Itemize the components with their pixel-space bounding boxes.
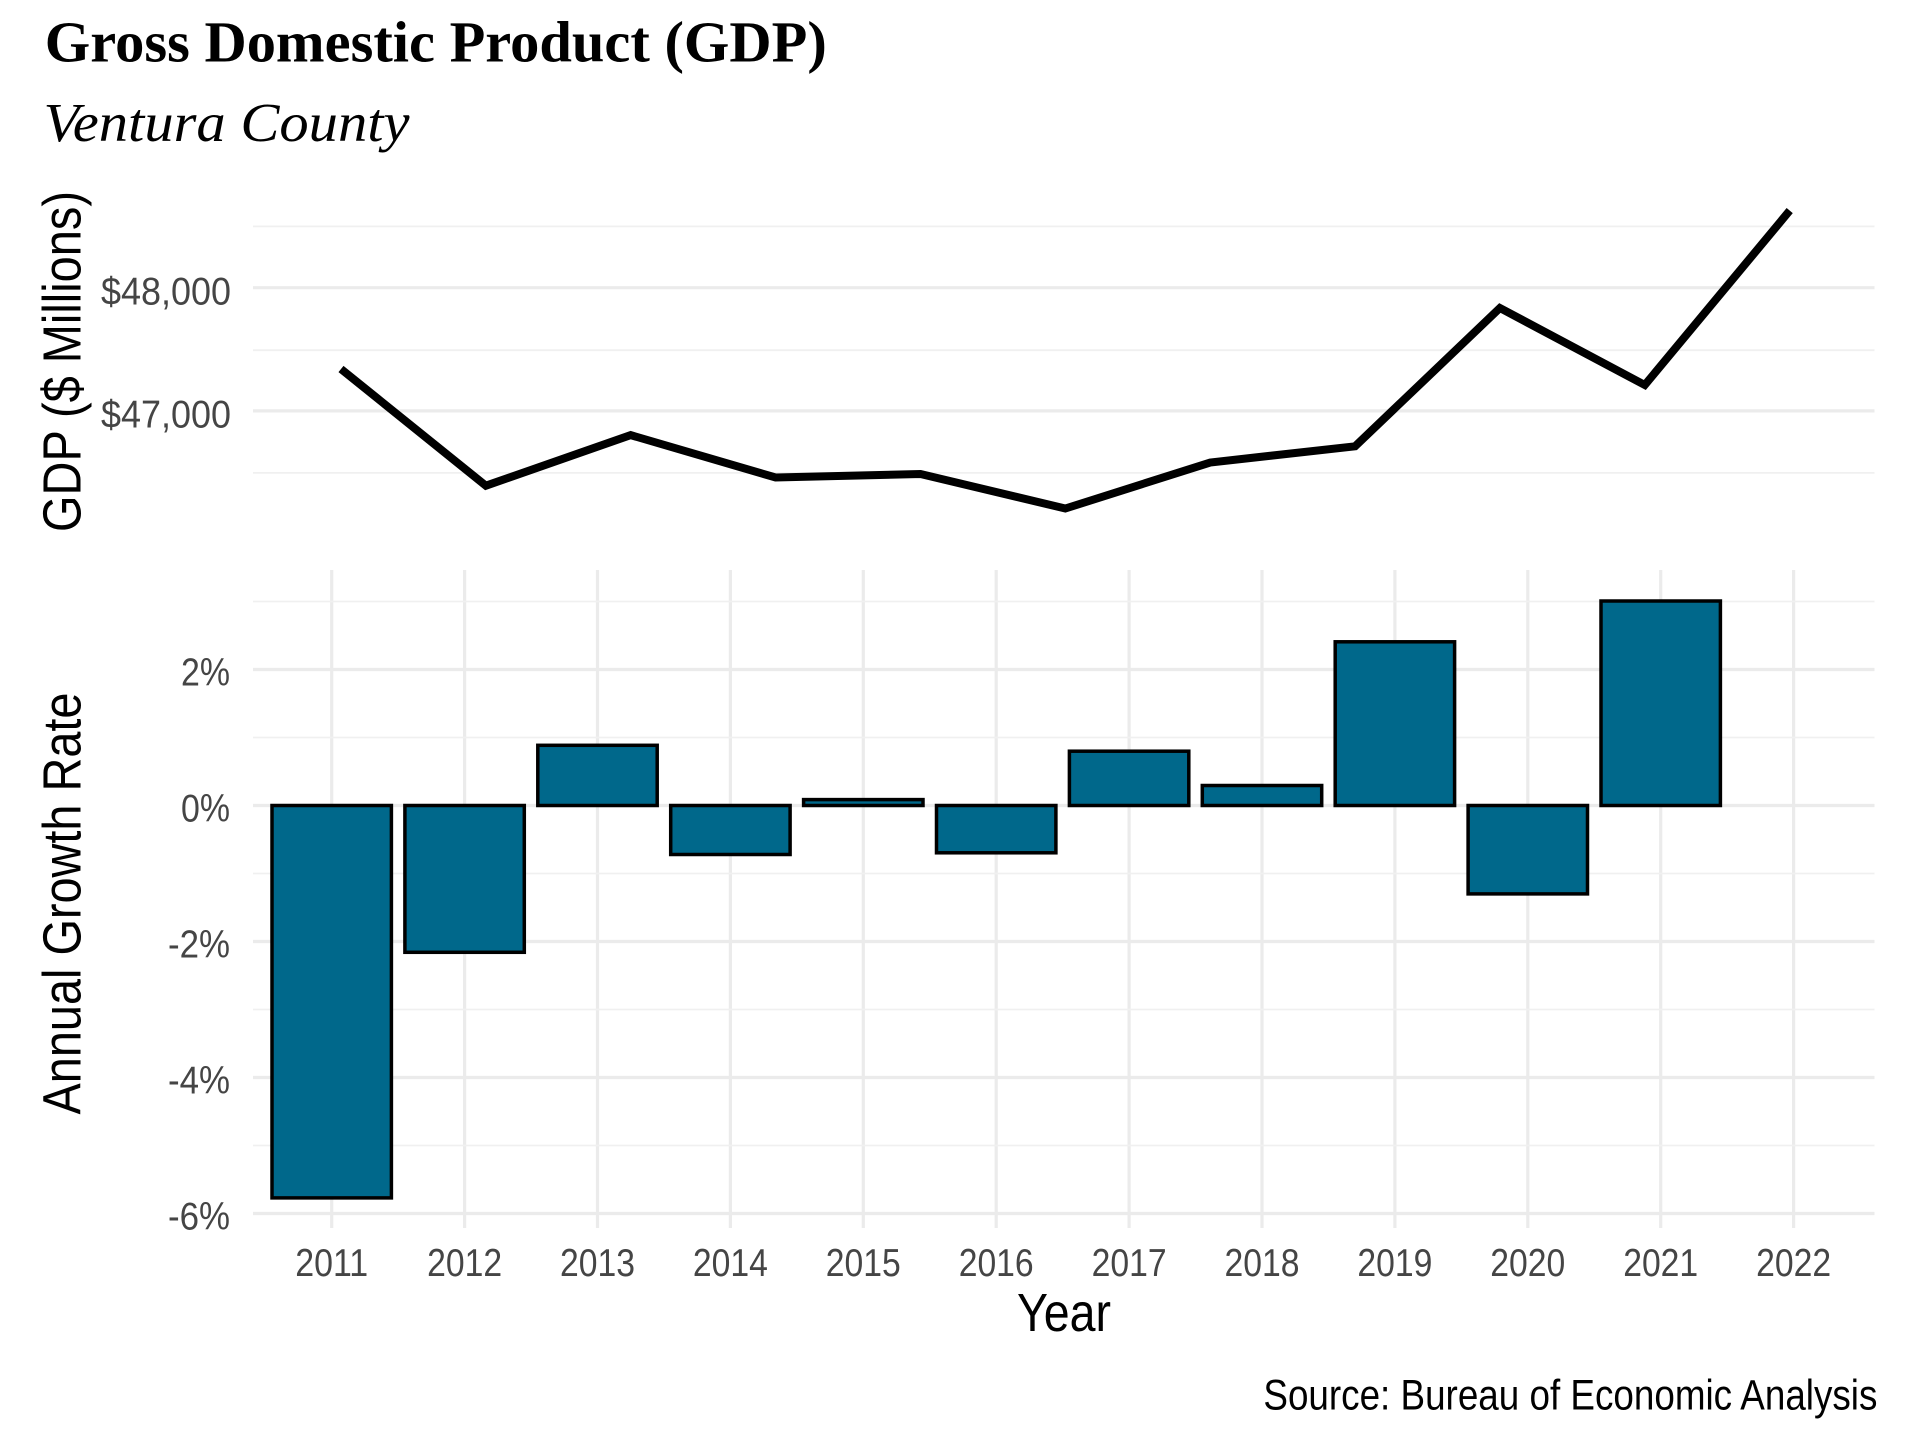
svg-text:2012: 2012 — [427, 1242, 502, 1285]
svg-text:2021: 2021 — [1623, 1242, 1698, 1285]
svg-text:-4%: -4% — [168, 1060, 230, 1103]
svg-text:Annual Growth Rate: Annual Growth Rate — [33, 693, 93, 1115]
svg-text:2014: 2014 — [693, 1242, 768, 1285]
svg-text:2013: 2013 — [560, 1242, 635, 1285]
svg-text:2020: 2020 — [1490, 1242, 1565, 1285]
svg-text:2018: 2018 — [1225, 1242, 1300, 1285]
svg-text:2019: 2019 — [1357, 1242, 1432, 1285]
svg-text:2017: 2017 — [1092, 1242, 1167, 1285]
svg-text:2011: 2011 — [295, 1242, 368, 1285]
svg-text:Gross Domestic Product (GDP): Gross Domestic Product (GDP) — [45, 10, 827, 75]
svg-text:$48,000: $48,000 — [101, 271, 231, 314]
svg-text:Year: Year — [1017, 1283, 1111, 1343]
svg-text:-6%: -6% — [168, 1196, 230, 1239]
svg-text:2016: 2016 — [959, 1242, 1034, 1285]
svg-text:$47,000: $47,000 — [101, 394, 231, 437]
svg-text:0%: 0% — [181, 788, 230, 831]
svg-text:Source: Bureau of Economic Ana: Source: Bureau of Economic Analysis — [1263, 1372, 1877, 1420]
svg-text:2022: 2022 — [1756, 1242, 1831, 1285]
svg-text:2%: 2% — [181, 652, 230, 695]
svg-text:Ventura County: Ventura County — [44, 92, 411, 153]
svg-text:2015: 2015 — [826, 1242, 901, 1285]
svg-text:GDP ($ Millions): GDP ($ Millions) — [33, 191, 93, 532]
svg-text:-2%: -2% — [168, 924, 230, 967]
